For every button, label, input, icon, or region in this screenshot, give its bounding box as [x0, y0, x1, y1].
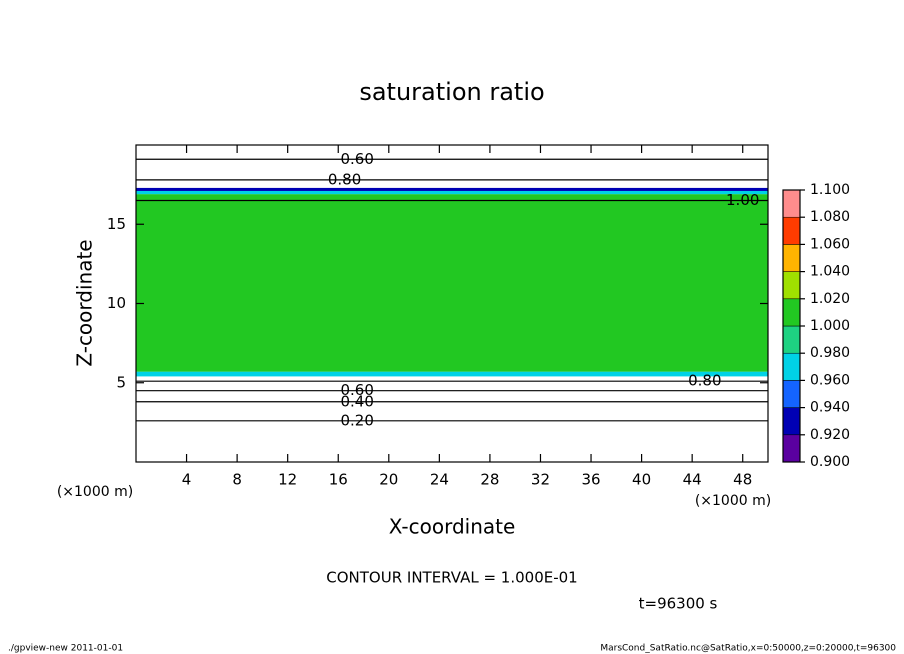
contour-label: 0.40 [340, 392, 373, 410]
y-tick-label: 5 [116, 373, 126, 391]
y-tick-label: 15 [107, 215, 126, 233]
contour-label: 0.20 [340, 411, 373, 429]
contour-label: 0.80 [328, 170, 361, 188]
colorbar-label: 0.900 [810, 454, 850, 470]
x-tick-label: 20 [379, 471, 398, 489]
colorbar-label: 1.000 [810, 318, 850, 334]
x-axis-label: X-coordinate [389, 515, 516, 539]
field-band [136, 145, 768, 188]
colorbar-label: 1.020 [810, 291, 850, 307]
colorbar-label: 0.920 [810, 427, 850, 443]
colorbar-label: 0.960 [810, 372, 850, 388]
contour-interval: CONTOUR INTERVAL = 1.000E-01 [326, 569, 577, 587]
colorbar-cell [782, 244, 801, 272]
colorbar-cell [782, 407, 801, 436]
colorbar-label: 1.060 [810, 236, 850, 252]
x-tick-label: 8 [232, 471, 242, 489]
x-tick-label: 16 [329, 471, 348, 489]
footer-left: ./gpview-new 2011-01-01 [8, 644, 123, 654]
field-band [136, 371, 768, 377]
footer-right: MarsCond_SatRatio.nc@SatRatio,x=0:50000,… [600, 644, 896, 654]
colorbar-cell [782, 380, 801, 408]
x-tick-label: 4 [182, 471, 192, 489]
x-unit: (×1000 m) [695, 493, 771, 509]
contour-label: 0.60 [340, 150, 373, 168]
colorbar-label: 1.040 [810, 264, 850, 280]
time-label: t=96300 s [639, 595, 718, 613]
x-tick-label: 28 [480, 471, 499, 489]
x-tick-label: 44 [683, 471, 702, 489]
contour-label: 0.60 [340, 381, 373, 399]
field-band [136, 376, 768, 462]
x-tick-label: 40 [632, 471, 651, 489]
field-band [136, 194, 768, 372]
colorbar-cell [782, 216, 801, 245]
contour-label: 0.80 [688, 372, 721, 390]
field-band [136, 190, 768, 195]
colorbar-label: 1.100 [810, 182, 850, 198]
colorbar-cell [782, 189, 801, 218]
x-tick-label: 24 [430, 471, 449, 489]
colorbar-cell [782, 298, 801, 327]
y-tick-label: 10 [107, 294, 126, 312]
colorbar-label: 1.080 [810, 209, 850, 225]
colorbar-cell [782, 352, 801, 381]
field-band [136, 187, 768, 191]
colorbar-frame [782, 189, 801, 463]
colorbar-cell [782, 434, 801, 463]
y-axis-label: Z-coordinate [73, 239, 97, 366]
x-tick-label: 12 [278, 471, 297, 489]
chart-title: saturation ratio [359, 78, 544, 106]
y-unit: (×1000 m) [57, 484, 133, 500]
colorbar-cell [782, 271, 801, 300]
x-tick-label: 32 [531, 471, 550, 489]
x-tick-label: 48 [733, 471, 752, 489]
contour-label: 1.00 [726, 191, 759, 209]
colorbar-label: 0.940 [810, 400, 850, 416]
colorbar-label: 0.980 [810, 345, 850, 361]
colorbar-cell [782, 325, 801, 354]
x-tick-label: 36 [581, 471, 600, 489]
